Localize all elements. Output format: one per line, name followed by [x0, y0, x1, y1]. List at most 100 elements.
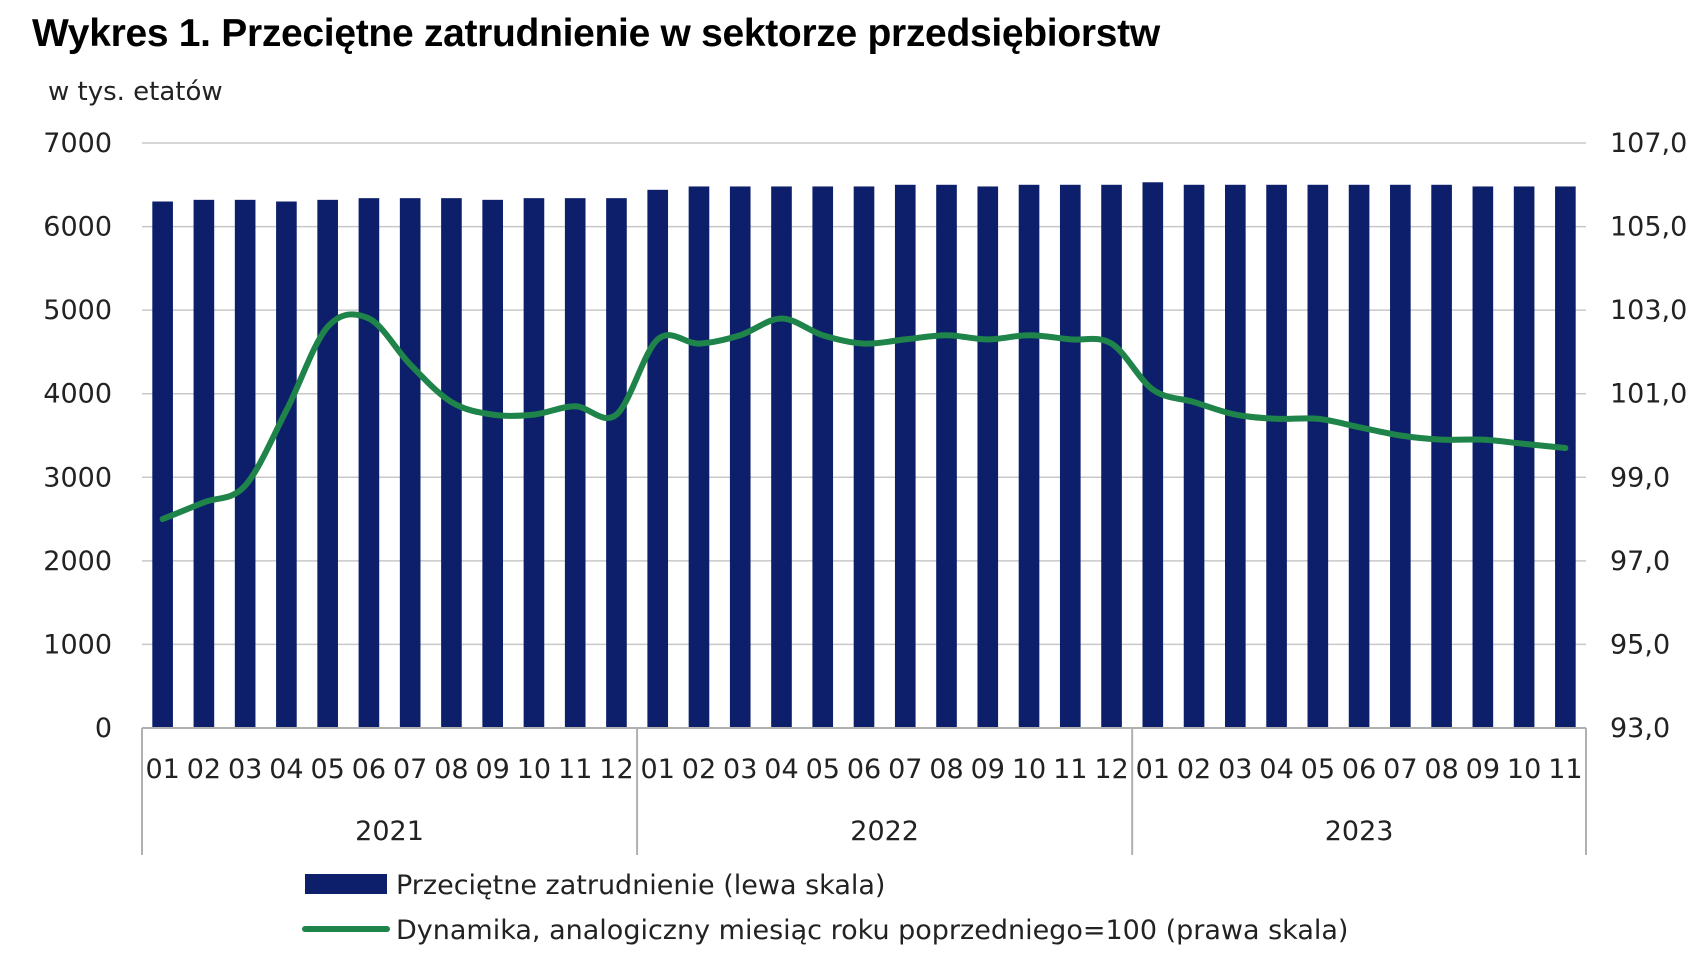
x-tick-label: 01 — [1136, 754, 1170, 785]
bar — [729, 186, 751, 728]
bar — [399, 198, 421, 728]
y-right-tick-label: 93,0 — [1610, 713, 1670, 744]
y-left-tick-label: 0 — [95, 713, 112, 744]
x-tick-label: 09 — [476, 754, 510, 785]
x-group-label: 2023 — [1325, 816, 1394, 847]
x-tick-label: 06 — [1342, 754, 1376, 785]
bar — [441, 198, 462, 728]
bar — [1266, 184, 1287, 729]
bar — [523, 198, 545, 728]
bar — [1101, 184, 1122, 729]
chart-title: Wykres 1. Przeciętne zatrudnienie w sekt… — [32, 12, 1160, 55]
bar — [977, 186, 999, 728]
bar — [564, 198, 586, 728]
x-tick-label: 06 — [847, 754, 881, 785]
x-tick-label: 02 — [682, 754, 716, 785]
x-group-label: 2021 — [355, 816, 424, 847]
x-tick-label: 11 — [558, 754, 592, 785]
x-tick-label: 09 — [971, 754, 1005, 785]
x-tick-label: 05 — [310, 754, 344, 785]
bar — [1348, 184, 1370, 729]
bar — [482, 199, 503, 729]
bar — [1555, 186, 1576, 728]
x-tick-label: 04 — [764, 754, 798, 785]
y-left-tick-label: 7000 — [43, 128, 112, 159]
x-tick-label: 08 — [929, 754, 963, 785]
x-tick-label: 07 — [393, 754, 427, 785]
y-right-tick-label: 95,0 — [1610, 629, 1670, 660]
x-tick-label: 01 — [641, 754, 675, 785]
x-tick-label: 04 — [269, 754, 303, 785]
y-left-tick-label: 2000 — [43, 546, 112, 577]
y-right-tick-label: 107,0 — [1610, 128, 1687, 159]
x-tick-label: 10 — [1507, 754, 1541, 785]
legend-label-bar: Przeciętne zatrudnienie (lewa skala) — [396, 870, 885, 901]
x-tick-label: 10 — [517, 754, 551, 785]
bar — [1018, 184, 1040, 729]
x-tick-label: 04 — [1259, 754, 1293, 785]
axes: 0 93,0 1000 95,0 2000 97,0 3000 99,0 4000 101,0 50… — [43, 77, 1687, 855]
x-tick-label: 10 — [1012, 754, 1046, 785]
y-left-tick-label: 3000 — [43, 462, 112, 493]
bar — [193, 199, 215, 729]
bar — [647, 189, 669, 729]
y-left-tick-label: 4000 — [43, 379, 112, 410]
x-tick-label: 11 — [1053, 754, 1087, 785]
y-left-tick-label: 6000 — [43, 212, 112, 243]
bar — [1472, 186, 1494, 728]
bar — [1142, 182, 1164, 728]
x-tick-label: 05 — [1301, 754, 1335, 785]
legend: Przeciętne zatrudnienie (lewa skala) Dyna… — [302, 870, 1348, 946]
bar — [1431, 184, 1452, 729]
x-tick-label: 06 — [352, 754, 386, 785]
bar-series — [152, 182, 1576, 729]
x-tick-label: 12 — [599, 754, 633, 785]
y-right-tick-label: 97,0 — [1610, 546, 1670, 577]
x-tick-label: 11 — [1548, 754, 1582, 785]
y-left-tick-label: 1000 — [43, 629, 112, 660]
x-tick-label: 05 — [806, 754, 840, 785]
bar — [234, 199, 256, 729]
y-right-tick-label: 101,0 — [1610, 379, 1687, 410]
bar — [1390, 184, 1411, 729]
bar — [936, 184, 957, 729]
bar — [152, 201, 173, 728]
line-series — [159, 311, 1569, 523]
x-tick-label: 02 — [187, 754, 221, 785]
bar — [317, 199, 338, 729]
x-tick-label: 03 — [228, 754, 262, 785]
y-right-tick-label: 103,0 — [1610, 295, 1687, 326]
bar — [688, 186, 710, 728]
y-right-tick-label: 99,0 — [1610, 462, 1670, 493]
bar — [358, 198, 380, 728]
bar — [1183, 184, 1205, 729]
bar — [771, 186, 792, 728]
x-tick-label: 03 — [723, 754, 757, 785]
bar — [1513, 186, 1535, 728]
bar — [812, 186, 834, 728]
x-tick-label: 09 — [1466, 754, 1500, 785]
x-tick-label: 01 — [145, 754, 179, 785]
x-tick-label: 02 — [1177, 754, 1211, 785]
bar — [1307, 184, 1329, 729]
x-tick-label: 12 — [1094, 754, 1128, 785]
y-right-tick-label: 105,0 — [1610, 212, 1687, 243]
y-left-tick-label: 5000 — [43, 295, 112, 326]
bar — [606, 198, 627, 728]
bar — [894, 184, 916, 729]
x-tick-label: 08 — [434, 754, 468, 785]
x-tick-label: 07 — [1383, 754, 1417, 785]
x-tick-label: 07 — [888, 754, 922, 785]
line-series-path — [159, 311, 1569, 523]
bar — [853, 186, 875, 728]
legend-label-line: Dynamika, analogiczny miesiąc roku poprz… — [396, 915, 1348, 946]
bar — [276, 201, 297, 728]
x-tick-label: 03 — [1218, 754, 1252, 785]
bar — [1059, 184, 1081, 729]
bar — [1225, 184, 1246, 729]
y-axis-label: w tys. etatów — [48, 77, 223, 107]
x-group-label: 2022 — [850, 816, 919, 847]
legend-swatch-bar — [305, 874, 387, 894]
x-tick-label: 08 — [1424, 754, 1458, 785]
